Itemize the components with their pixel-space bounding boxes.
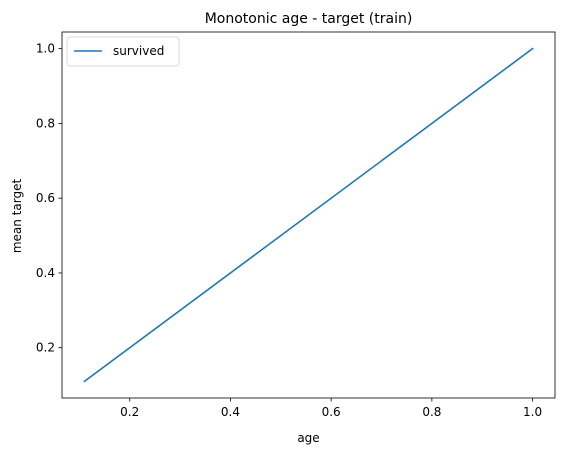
x-tick-label: 0.4 — [221, 405, 240, 419]
x-tick-label: 1.0 — [523, 405, 542, 419]
x-tick-label: 0.6 — [322, 405, 341, 419]
legend-box — [66, 36, 180, 67]
x-tick-label: 0.8 — [422, 405, 441, 419]
y-tick-label: 0.6 — [36, 191, 55, 205]
legend: survived — [66, 36, 180, 67]
y-axis-label: mean target — [10, 179, 24, 254]
legend-label-survived: survived — [113, 44, 164, 58]
y-tick-label: 0.2 — [36, 341, 55, 355]
y-axis: 0.2 0.4 0.6 0.8 1.0 — [36, 42, 62, 355]
series-line-survived — [83, 47, 534, 383]
chart-title: Monotonic age - target (train) — [205, 11, 413, 27]
plot-frame — [61, 31, 556, 399]
x-tick-label: 0.2 — [120, 405, 139, 419]
y-tick-label: 0.4 — [36, 266, 55, 280]
plot-area: 0.2 0.4 0.6 0.8 1.0 0.2 0.4 0.6 0.8 1.0 — [36, 31, 556, 419]
series-layer — [83, 47, 534, 383]
x-axis: 0.2 0.4 0.6 0.8 1.0 — [120, 398, 542, 419]
x-axis-label: age — [297, 431, 319, 445]
y-tick-label: 1.0 — [36, 42, 55, 56]
y-tick-label: 0.8 — [36, 116, 55, 130]
